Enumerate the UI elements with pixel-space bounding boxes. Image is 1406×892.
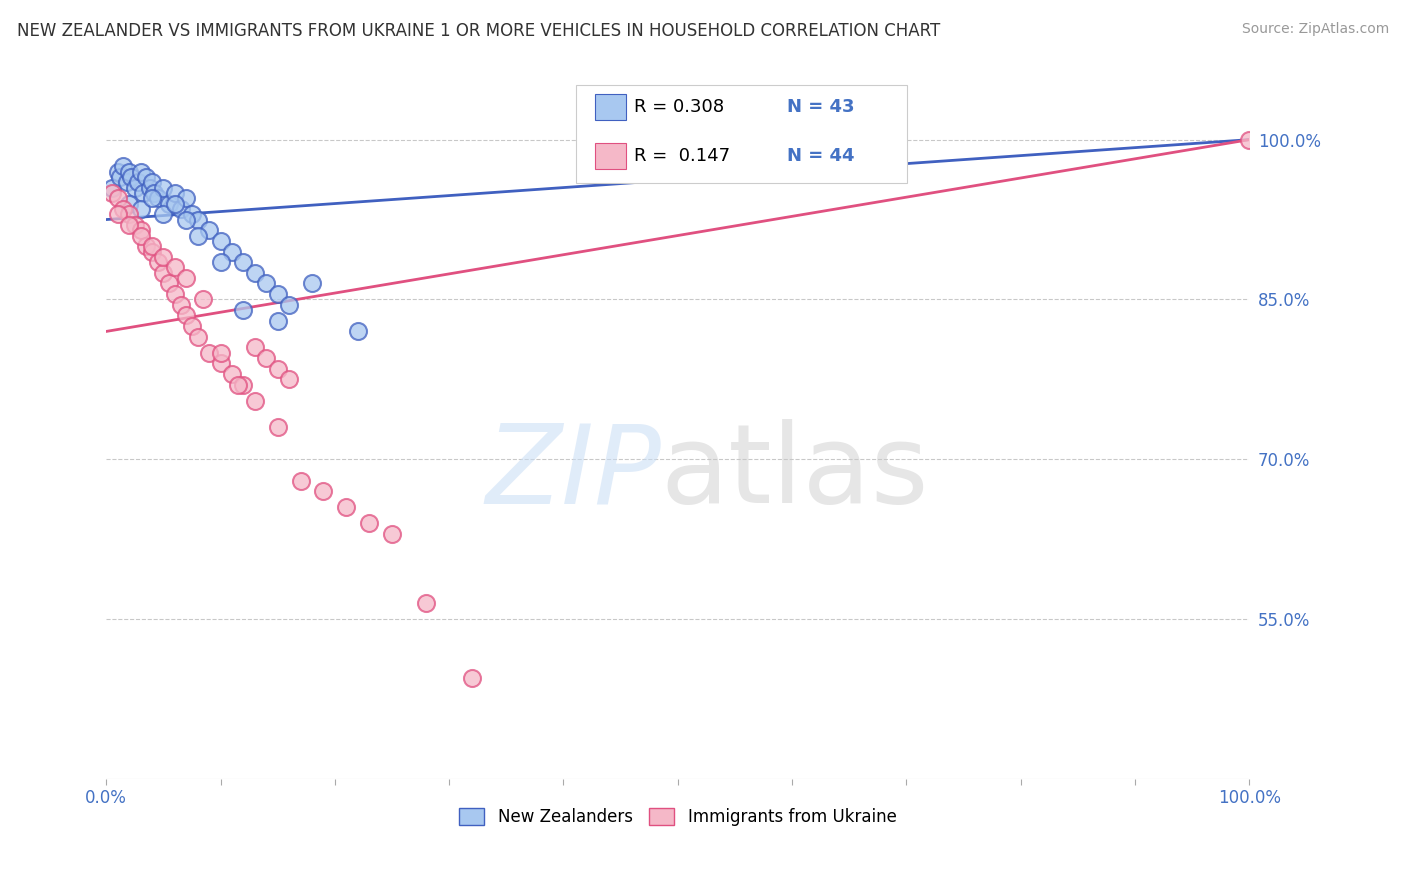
Point bbox=[267, 420, 290, 434]
Point bbox=[278, 372, 301, 386]
Point bbox=[346, 325, 368, 339]
Point bbox=[415, 596, 437, 610]
Point bbox=[101, 186, 124, 200]
Point bbox=[132, 186, 155, 200]
Point bbox=[193, 293, 215, 307]
Point bbox=[181, 319, 204, 334]
Point bbox=[174, 191, 197, 205]
Text: N = 43: N = 43 bbox=[787, 98, 855, 116]
Text: Source: ZipAtlas.com: Source: ZipAtlas.com bbox=[1241, 22, 1389, 37]
Point bbox=[135, 169, 157, 184]
Point bbox=[118, 164, 141, 178]
Point bbox=[267, 361, 290, 376]
Point bbox=[120, 169, 142, 184]
Point bbox=[129, 202, 152, 216]
Point bbox=[254, 277, 277, 291]
Point bbox=[209, 234, 232, 248]
Point bbox=[107, 164, 129, 178]
Point bbox=[141, 239, 163, 253]
Legend: New Zealanders, Immigrants from Ukraine: New Zealanders, Immigrants from Ukraine bbox=[453, 801, 903, 833]
Point bbox=[118, 196, 141, 211]
Text: N = 44: N = 44 bbox=[787, 147, 855, 165]
Point bbox=[157, 277, 180, 291]
Point bbox=[107, 207, 129, 221]
Point bbox=[124, 218, 146, 232]
Point bbox=[129, 228, 152, 243]
Point bbox=[135, 239, 157, 253]
Point bbox=[278, 298, 301, 312]
Point bbox=[118, 207, 141, 221]
Point bbox=[267, 287, 290, 301]
Point bbox=[221, 367, 243, 381]
Point bbox=[209, 255, 232, 269]
Point bbox=[152, 250, 174, 264]
Point bbox=[141, 191, 163, 205]
Point bbox=[209, 345, 232, 359]
Point bbox=[221, 244, 243, 259]
Point bbox=[254, 351, 277, 365]
Point bbox=[169, 202, 191, 216]
Point bbox=[152, 207, 174, 221]
Text: R = 0.308: R = 0.308 bbox=[634, 98, 724, 116]
Point bbox=[301, 277, 323, 291]
Point bbox=[152, 266, 174, 280]
Point bbox=[152, 180, 174, 194]
Point bbox=[209, 356, 232, 370]
Point bbox=[187, 330, 209, 344]
Point bbox=[115, 175, 138, 189]
Point bbox=[141, 244, 163, 259]
Point bbox=[157, 196, 180, 211]
Point bbox=[198, 223, 221, 237]
Point bbox=[118, 218, 141, 232]
Text: atlas: atlas bbox=[661, 419, 929, 526]
Point bbox=[163, 196, 186, 211]
Point bbox=[112, 202, 135, 216]
Text: NEW ZEALANDER VS IMMIGRANTS FROM UKRAINE 1 OR MORE VEHICLES IN HOUSEHOLD CORRELA: NEW ZEALANDER VS IMMIGRANTS FROM UKRAINE… bbox=[17, 22, 941, 40]
Point bbox=[163, 287, 186, 301]
Point bbox=[381, 526, 404, 541]
Point bbox=[163, 186, 186, 200]
Point bbox=[129, 164, 152, 178]
Point bbox=[335, 500, 357, 515]
Point bbox=[232, 303, 254, 318]
Point bbox=[243, 266, 266, 280]
Point bbox=[141, 175, 163, 189]
Text: R =  0.147: R = 0.147 bbox=[634, 147, 730, 165]
Point bbox=[226, 377, 249, 392]
Point bbox=[187, 212, 209, 227]
Point bbox=[143, 186, 166, 200]
Point bbox=[169, 298, 191, 312]
Point bbox=[124, 180, 146, 194]
Point bbox=[181, 207, 204, 221]
Point bbox=[146, 191, 169, 205]
Point bbox=[174, 271, 197, 285]
Point bbox=[107, 191, 129, 205]
Point bbox=[243, 393, 266, 408]
Point bbox=[1239, 133, 1261, 147]
Point bbox=[232, 377, 254, 392]
Point bbox=[232, 255, 254, 269]
Point bbox=[290, 474, 312, 488]
Point bbox=[146, 255, 169, 269]
Point bbox=[198, 345, 221, 359]
Point bbox=[101, 180, 124, 194]
Point bbox=[312, 484, 335, 499]
Point bbox=[174, 309, 197, 323]
Text: ZIP: ZIP bbox=[485, 419, 661, 526]
Point bbox=[267, 314, 290, 328]
Point bbox=[461, 671, 484, 685]
Point bbox=[112, 159, 135, 173]
Point bbox=[108, 169, 131, 184]
Point bbox=[138, 180, 160, 194]
Point bbox=[129, 223, 152, 237]
Point bbox=[174, 212, 197, 227]
Point bbox=[127, 175, 149, 189]
Point bbox=[243, 340, 266, 354]
Point bbox=[359, 516, 381, 531]
Point bbox=[163, 260, 186, 275]
Point bbox=[187, 228, 209, 243]
